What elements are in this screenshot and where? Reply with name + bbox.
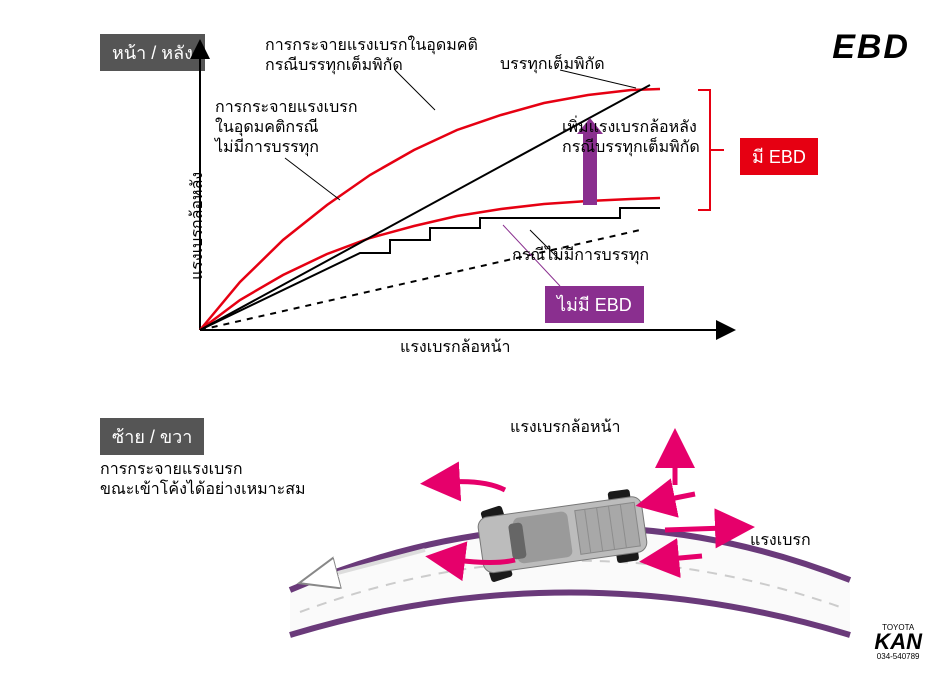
road-diagram bbox=[270, 410, 870, 660]
annot-ideal-full: การกระจายแรงเบรกในอุดมคติ กรณีบรรทุกเต็ม… bbox=[265, 36, 478, 76]
annot-ideal-noload: การกระจายแรงเบรก ในอุดมคติกรณี ไม่มีการบ… bbox=[215, 98, 358, 158]
logo-phone: 034-540789 bbox=[874, 652, 922, 661]
badge-without-ebd: ไม่มี EBD bbox=[545, 286, 644, 323]
logo-name: KAN bbox=[874, 632, 922, 652]
badge-with-ebd: มี EBD bbox=[740, 138, 818, 175]
annot-increase-rear: เพิ่มแรงเบรกล้อหลัง กรณีบรรทุกเต็มพิกัด bbox=[562, 118, 700, 158]
annot-full-load: บรรทุกเต็มพิกัด bbox=[500, 55, 605, 75]
ebd-bracket bbox=[698, 90, 724, 210]
y-axis-label: แรงเบรกล้อหลัง bbox=[185, 172, 210, 280]
dealer-logo: TOYOTA KAN 034-540789 bbox=[874, 623, 922, 661]
x-axis-label: แรงเบรกล้อหน้า bbox=[400, 338, 511, 358]
annot-no-load: กรณีไม่มีการบรรทุก bbox=[512, 246, 649, 266]
section-tag-left-right: ซ้าย / ขวา bbox=[100, 418, 204, 455]
